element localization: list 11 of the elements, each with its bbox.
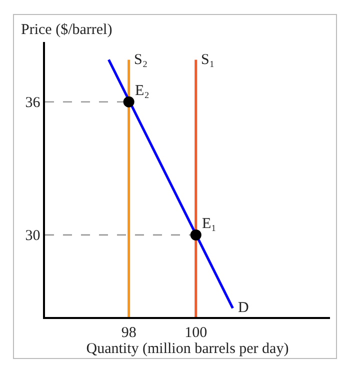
y-axis-title: Price ($/barrel) xyxy=(21,22,112,38)
series-label: D xyxy=(238,300,249,316)
series-label: S₂ xyxy=(134,52,148,68)
annotation: E₂ xyxy=(135,83,150,99)
x-tick-label: 100 xyxy=(184,324,208,341)
x-tick-label: 98 xyxy=(121,324,136,341)
series-label: S₁ xyxy=(201,52,215,68)
y-tick-label: 30 xyxy=(25,228,40,244)
x-axis-title: Quantity (million barrels per day) xyxy=(86,340,289,357)
annotation: E₁ xyxy=(202,216,216,232)
y-tick-label: 36 xyxy=(25,95,41,112)
